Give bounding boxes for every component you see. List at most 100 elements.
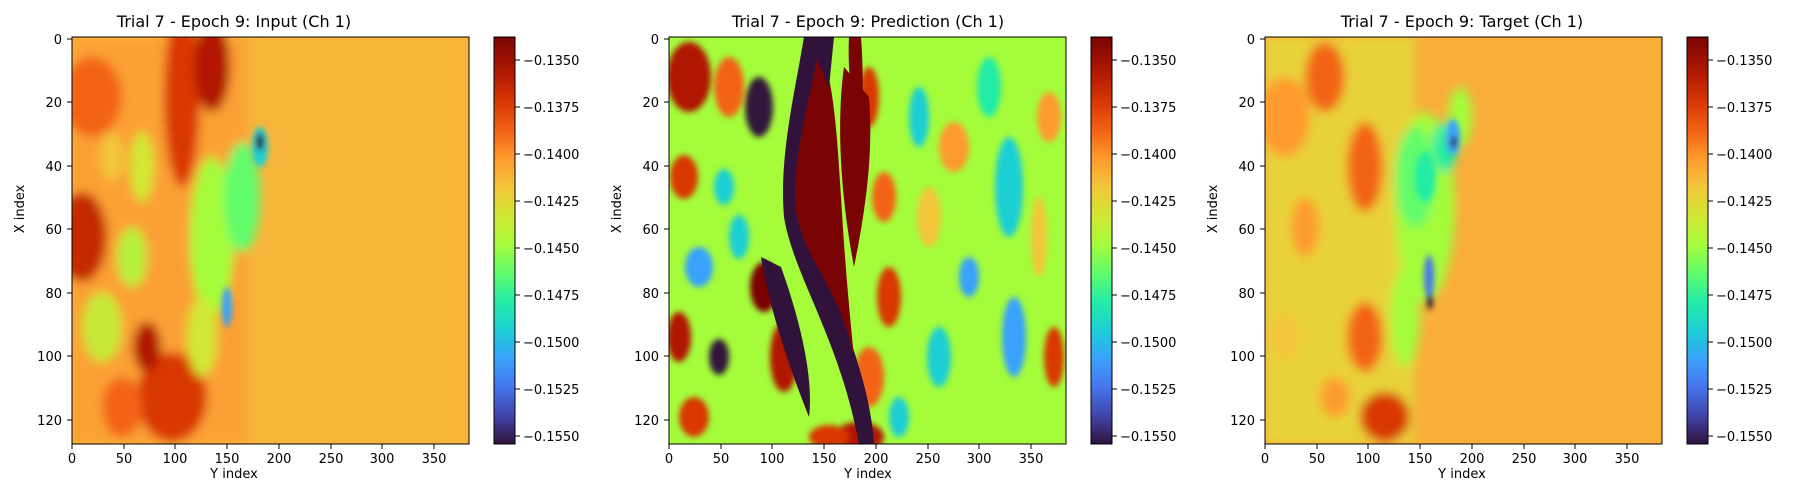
colorbar: −0.1350 −0.1375 −0.1400 −0.1425 −0.1450 … bbox=[493, 36, 579, 445]
x-tick-label: 200 bbox=[267, 452, 292, 467]
x-tick-label: 350 bbox=[1615, 452, 1640, 467]
panel-target: Trial 7 - Epoch 9: Target (Ch 1) X index… bbox=[1206, 12, 1772, 482]
y-tick-label: 40 bbox=[642, 160, 659, 175]
colorbar-tick-label: −0.1525 bbox=[523, 383, 579, 398]
colorbar-tick-label: −0.1500 bbox=[523, 336, 579, 351]
colorbar-tick-label: −0.1525 bbox=[1120, 383, 1176, 398]
plot-frame bbox=[1264, 36, 1663, 445]
chart-title: Trial 7 - Epoch 9: Prediction (Ch 1) bbox=[731, 12, 1004, 31]
colorbar-tick-label: −0.1400 bbox=[1120, 148, 1176, 163]
colorbar: −0.1350 −0.1375 −0.1400 −0.1425 −0.1450 … bbox=[1090, 36, 1176, 445]
x-tick-label: 0 bbox=[1261, 452, 1269, 467]
colorbar-tick-label: −0.1550 bbox=[1716, 430, 1772, 445]
x-tick-label: 150 bbox=[1408, 452, 1433, 467]
colorbar-gradient bbox=[1686, 36, 1709, 445]
colorbar-tick-label: −0.1425 bbox=[1120, 195, 1176, 210]
x-tick-label: 350 bbox=[422, 452, 447, 467]
colorbar: −0.1350 −0.1375 −0.1400 −0.1425 −0.1450 … bbox=[1686, 36, 1772, 445]
y-tick-label: 100 bbox=[634, 350, 659, 365]
y-axis: 0 20 40 60 80 100 120 bbox=[1230, 33, 1265, 429]
colorbar-tick-label: −0.1550 bbox=[523, 430, 579, 445]
colorbar-tick-label: −0.1375 bbox=[523, 101, 579, 116]
colorbar-gradient bbox=[1090, 36, 1113, 445]
y-axis-label: X index bbox=[13, 184, 28, 233]
x-tick-label: 50 bbox=[116, 452, 133, 467]
panel-prediction: Trial 7 - Epoch 9: Prediction (Ch 1) X i… bbox=[610, 12, 1176, 482]
x-tick-label: 50 bbox=[1309, 452, 1326, 467]
y-tick-label: 120 bbox=[1230, 414, 1255, 429]
x-tick-label: 250 bbox=[1512, 452, 1537, 467]
colorbar-tick-label: −0.1550 bbox=[1120, 430, 1176, 445]
y-tick-label: 100 bbox=[37, 350, 62, 365]
y-tick-label: 20 bbox=[1238, 96, 1255, 111]
colorbar-tick-label: −0.1500 bbox=[1120, 336, 1176, 351]
y-tick-label: 60 bbox=[642, 223, 659, 238]
colorbar-tick-label: −0.1350 bbox=[1120, 54, 1176, 69]
colorbar-tick-label: −0.1500 bbox=[1716, 336, 1772, 351]
x-axis-label: Y index bbox=[1437, 467, 1486, 482]
x-tick-label: 150 bbox=[812, 452, 837, 467]
heatmap-image bbox=[1265, 37, 1662, 444]
x-tick-label: 300 bbox=[370, 452, 395, 467]
x-tick-label: 200 bbox=[864, 452, 889, 467]
x-axis: 0 50 100 150 200 250 300 350 bbox=[68, 444, 447, 467]
x-axis: 0 50 100 150 200 250 300 350 bbox=[1261, 444, 1640, 467]
y-axis: 0 20 40 60 80 100 120 bbox=[37, 33, 72, 429]
plot-frame bbox=[71, 36, 470, 445]
x-tick-label: 100 bbox=[1356, 452, 1381, 467]
x-tick-label: 100 bbox=[760, 452, 785, 467]
colorbar-tick-label: −0.1375 bbox=[1120, 101, 1176, 116]
y-axis-label: X index bbox=[610, 184, 625, 233]
y-tick-label: 20 bbox=[642, 96, 659, 111]
chart-title: Trial 7 - Epoch 9: Target (Ch 1) bbox=[1340, 12, 1583, 31]
x-tick-label: 300 bbox=[1563, 452, 1588, 467]
y-tick-label: 0 bbox=[651, 33, 659, 48]
y-tick-label: 60 bbox=[45, 223, 62, 238]
colorbar-tick-label: −0.1400 bbox=[1716, 148, 1772, 163]
x-tick-label: 250 bbox=[916, 452, 941, 467]
heatmap-image bbox=[72, 37, 469, 444]
y-tick-label: 0 bbox=[1247, 33, 1255, 48]
y-tick-label: 100 bbox=[1230, 350, 1255, 365]
y-tick-label: 0 bbox=[54, 33, 62, 48]
y-tick-label: 40 bbox=[1238, 160, 1255, 175]
y-tick-label: 120 bbox=[634, 414, 659, 429]
colorbar-tick-label: −0.1450 bbox=[523, 242, 579, 257]
x-tick-label: 150 bbox=[215, 452, 240, 467]
colorbar-tick-label: −0.1450 bbox=[1716, 242, 1772, 257]
colorbar-tick-label: −0.1350 bbox=[523, 54, 579, 69]
colorbar-tick-label: −0.1350 bbox=[1716, 54, 1772, 69]
x-axis-label: Y index bbox=[843, 467, 892, 482]
x-tick-label: 0 bbox=[665, 452, 673, 467]
x-tick-label: 200 bbox=[1460, 452, 1485, 467]
y-tick-label: 60 bbox=[1238, 223, 1255, 238]
heatmap-image bbox=[669, 37, 1066, 444]
y-tick-label: 120 bbox=[37, 414, 62, 429]
y-tick-label: 80 bbox=[642, 287, 659, 302]
colorbar-tick-label: −0.1400 bbox=[523, 148, 579, 163]
colorbar-tick-label: −0.1425 bbox=[523, 195, 579, 210]
colorbar-tick-label: −0.1375 bbox=[1716, 101, 1772, 116]
x-tick-label: 100 bbox=[163, 452, 188, 467]
x-tick-label: 350 bbox=[1019, 452, 1044, 467]
colorbar-tick-label: −0.1475 bbox=[1120, 289, 1176, 304]
y-tick-label: 40 bbox=[45, 160, 62, 175]
colorbar-tick-label: −0.1525 bbox=[1716, 383, 1772, 398]
x-tick-label: 0 bbox=[68, 452, 76, 467]
x-tick-label: 300 bbox=[967, 452, 992, 467]
colorbar-gradient bbox=[493, 36, 516, 445]
x-tick-label: 50 bbox=[713, 452, 730, 467]
y-tick-label: 80 bbox=[1238, 287, 1255, 302]
x-axis: 0 50 100 150 200 250 300 350 bbox=[665, 444, 1044, 467]
y-axis: 0 20 40 60 80 100 120 bbox=[634, 33, 669, 429]
chart-title: Trial 7 - Epoch 9: Input (Ch 1) bbox=[116, 12, 351, 31]
x-tick-label: 250 bbox=[319, 452, 344, 467]
plot-frame bbox=[668, 36, 1067, 445]
colorbar-tick-label: −0.1475 bbox=[523, 289, 579, 304]
x-axis-label: Y index bbox=[209, 467, 258, 482]
y-tick-label: 20 bbox=[45, 96, 62, 111]
colorbar-tick-label: −0.1475 bbox=[1716, 289, 1772, 304]
y-tick-label: 80 bbox=[45, 287, 62, 302]
colorbar-tick-label: −0.1425 bbox=[1716, 195, 1772, 210]
